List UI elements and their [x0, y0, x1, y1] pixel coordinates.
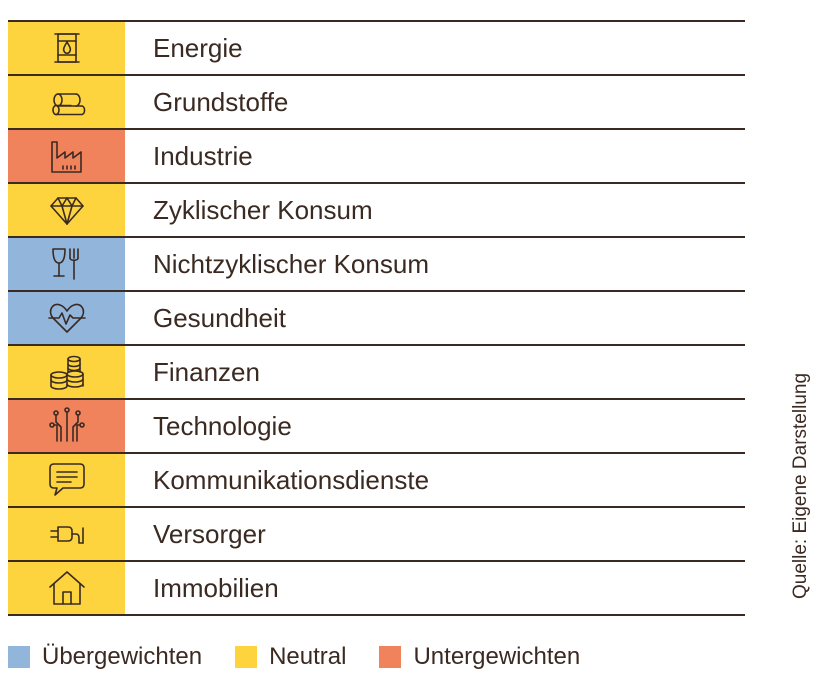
sector-row: Industrie — [8, 130, 745, 184]
sector-row: Nichtzyklischer Konsum — [8, 238, 745, 292]
rating-cell — [8, 346, 125, 398]
sector-label: Energie — [153, 33, 243, 63]
legend-item: Untergewichten — [379, 643, 580, 671]
legend: Übergewichten Neutral Untergewichten — [8, 642, 613, 672]
factory-icon — [45, 134, 89, 178]
sector-row: Versorger — [8, 508, 745, 562]
coins-icon — [45, 350, 89, 394]
rating-cell — [8, 130, 125, 182]
sector-row: Gesundheit — [8, 292, 745, 346]
rating-cell — [8, 562, 125, 614]
diamond-icon — [45, 188, 89, 232]
sector-label: Kommunikationsdienste — [153, 465, 430, 495]
sector-label: Versorger — [153, 519, 266, 549]
sector-row: Immobilien — [8, 562, 745, 616]
glass-fork-icon — [45, 242, 89, 286]
legend-label: Neutral — [269, 643, 347, 670]
legend-label: Übergewichten — [42, 643, 203, 670]
legend-item: Neutral — [235, 643, 346, 671]
rating-cell — [8, 22, 125, 74]
rating-cell — [8, 400, 125, 452]
legend-swatch — [235, 646, 258, 668]
sector-label: Zyklischer Konsum — [153, 195, 373, 225]
rating-cell — [8, 184, 125, 236]
chat-bubble-icon — [45, 458, 89, 502]
sector-row: Finanzen — [8, 346, 745, 400]
legend-item: Übergewichten — [8, 643, 202, 671]
house-icon — [45, 566, 89, 610]
sector-label: Technologie — [153, 411, 292, 441]
rating-cell — [8, 454, 125, 506]
pipes-icon — [45, 80, 89, 124]
rating-cell — [8, 238, 125, 290]
sector-table: Energie Grundstoffe Industrie Zyklischer Ko… — [8, 20, 745, 616]
source-note: Quelle: Eigene Darstellung — [790, 372, 811, 600]
oil-barrel-icon — [45, 26, 89, 70]
sector-row: Grundstoffe — [8, 76, 745, 130]
sector-label: Gesundheit — [153, 303, 286, 333]
sector-label: Industrie — [153, 141, 253, 171]
sector-row: Energie — [8, 22, 745, 76]
legend-swatch — [379, 646, 402, 668]
heart-pulse-icon — [45, 296, 89, 340]
rating-cell — [8, 292, 125, 344]
circuit-icon — [45, 404, 89, 448]
legend-swatch — [8, 646, 30, 668]
sector-label: Nichtzyklischer Konsum — [153, 249, 429, 279]
sector-label: Grundstoffe — [153, 87, 289, 117]
sector-label: Finanzen — [153, 357, 260, 387]
sector-label: Immobilien — [153, 573, 279, 603]
sector-row: Technologie — [8, 400, 745, 454]
legend-label: Untergewichten — [413, 643, 581, 670]
rating-cell — [8, 508, 125, 560]
sector-row: Kommunikationsdienste — [8, 454, 745, 508]
sector-row: Zyklischer Konsum — [8, 184, 745, 238]
rating-cell — [8, 76, 125, 128]
power-plug-icon — [45, 512, 89, 556]
